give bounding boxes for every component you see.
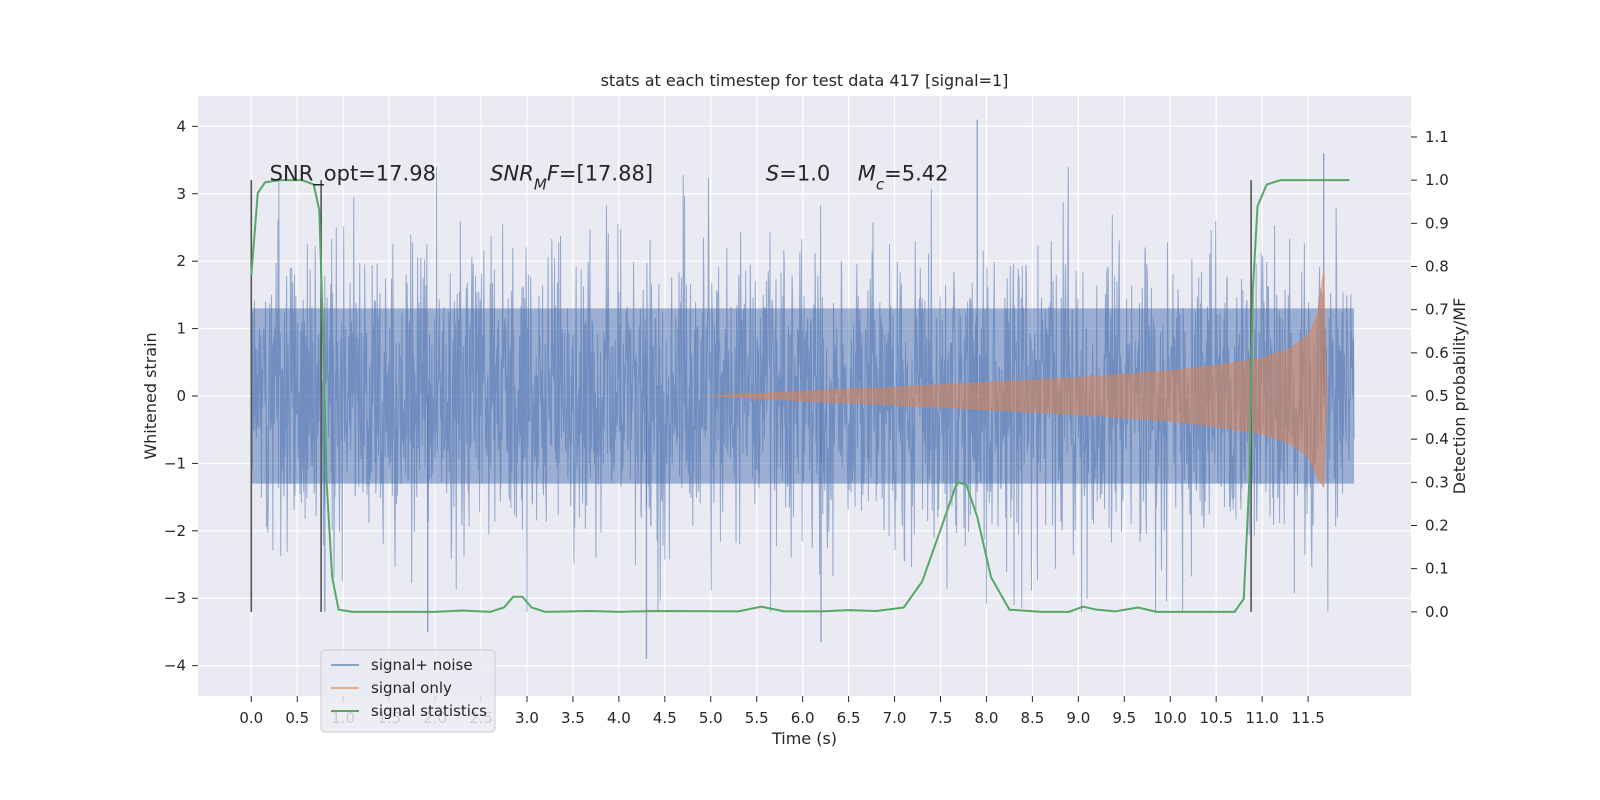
x-tick-label: 4.0 bbox=[607, 709, 631, 727]
annotation: SNR_opt=17.98 bbox=[270, 162, 436, 187]
y-left-tick-label: −3 bbox=[164, 589, 186, 607]
x-tick-label: 8.0 bbox=[975, 709, 999, 727]
x-axis-ticks: 0.00.51.01.52.02.53.03.54.04.55.05.56.06… bbox=[239, 696, 1325, 727]
y-right-tick-label: 0.8 bbox=[1425, 258, 1449, 276]
y-left-tick-label: 4 bbox=[176, 117, 186, 135]
annotation: S=1.0 bbox=[766, 162, 830, 186]
x-tick-label: 6.0 bbox=[791, 709, 815, 727]
y-left-tick-label: 1 bbox=[176, 320, 186, 338]
legend: signal+ noise signal only signal statistic… bbox=[320, 649, 496, 733]
y-right-tick-label: 0.5 bbox=[1425, 387, 1449, 405]
annotation: SNRMF=[17.88] bbox=[490, 162, 653, 194]
x-tick-label: 11.5 bbox=[1291, 709, 1324, 727]
series-signal-statistics bbox=[250, 179, 1350, 613]
y-right-tick-label: 0.9 bbox=[1425, 214, 1449, 232]
y-left-tick-label: −4 bbox=[164, 657, 186, 675]
x-tick-label: 6.5 bbox=[837, 709, 861, 727]
x-tick-label: 11.0 bbox=[1245, 709, 1278, 727]
x-tick-label: 8.5 bbox=[1020, 709, 1044, 727]
y-right-tick-label: 1.1 bbox=[1425, 128, 1449, 146]
annotation: Mc=5.42 bbox=[858, 162, 949, 194]
x-tick-label: 9.5 bbox=[1112, 709, 1136, 727]
y-right-tick-label: 0.1 bbox=[1425, 560, 1449, 578]
y-right-tick-label: 0.2 bbox=[1425, 516, 1449, 534]
y-right-tick-label: 0.7 bbox=[1425, 301, 1449, 319]
legend-box bbox=[320, 649, 496, 733]
y-right-tick-label: 0.4 bbox=[1425, 430, 1449, 448]
legend-label: signal only bbox=[371, 679, 452, 697]
y-axis-right-ticks: 1.1 1.0 0.9 0.8 0.7 0.6 0.5 0.4 0.3 0.2 0.1 0.0 bbox=[1411, 128, 1449, 621]
y-left-tick-label: 2 bbox=[176, 252, 186, 270]
x-tick-label: 10.5 bbox=[1199, 709, 1232, 727]
x-tick-label: 3.5 bbox=[561, 709, 585, 727]
signal-envelope bbox=[710, 271, 1327, 489]
x-tick-label: 5.0 bbox=[699, 709, 723, 727]
legend-label: signal+ noise bbox=[371, 656, 473, 674]
x-tick-label: 5.5 bbox=[745, 709, 769, 727]
y-left-tick-label: 0 bbox=[176, 387, 186, 405]
chart-title: stats at each timestep for test data 417… bbox=[601, 71, 1009, 90]
x-axis-label: Time (s) bbox=[771, 729, 837, 748]
y-right-tick-label: 1.0 bbox=[1425, 171, 1449, 189]
x-tick-label: 3.0 bbox=[515, 709, 539, 727]
x-tick-label: 0.0 bbox=[239, 709, 263, 727]
y-axis-left-label: Whitened strain bbox=[141, 332, 160, 459]
y-axis-left-ticks: 4 3 2 1 0 −1 −2 −3 −4 bbox=[164, 117, 198, 675]
x-tick-label: 9.0 bbox=[1066, 709, 1090, 727]
y-right-tick-label: 0.6 bbox=[1425, 344, 1449, 362]
y-axis-right-label: Detection probability/MF bbox=[1450, 298, 1469, 495]
stat-line bbox=[250, 179, 1350, 613]
y-right-tick-label: 0.0 bbox=[1425, 603, 1449, 621]
x-tick-label: 0.5 bbox=[285, 709, 309, 727]
y-left-tick-label: 3 bbox=[176, 185, 186, 203]
annotations: SNR_opt=17.98 SNRMF=[17.88] S=1.0 Mc=5.42 bbox=[270, 162, 949, 194]
x-tick-label: 7.0 bbox=[883, 709, 907, 727]
x-tick-label: 7.5 bbox=[929, 709, 953, 727]
series-signal-only bbox=[710, 271, 1327, 489]
y-right-tick-label: 0.3 bbox=[1425, 473, 1449, 491]
legend-label: signal statistics bbox=[371, 702, 487, 720]
y-left-tick-label: −2 bbox=[164, 522, 186, 540]
x-tick-label: 4.5 bbox=[653, 709, 677, 727]
x-tick-label: 10.0 bbox=[1154, 709, 1187, 727]
y-left-tick-label: −1 bbox=[164, 454, 186, 472]
